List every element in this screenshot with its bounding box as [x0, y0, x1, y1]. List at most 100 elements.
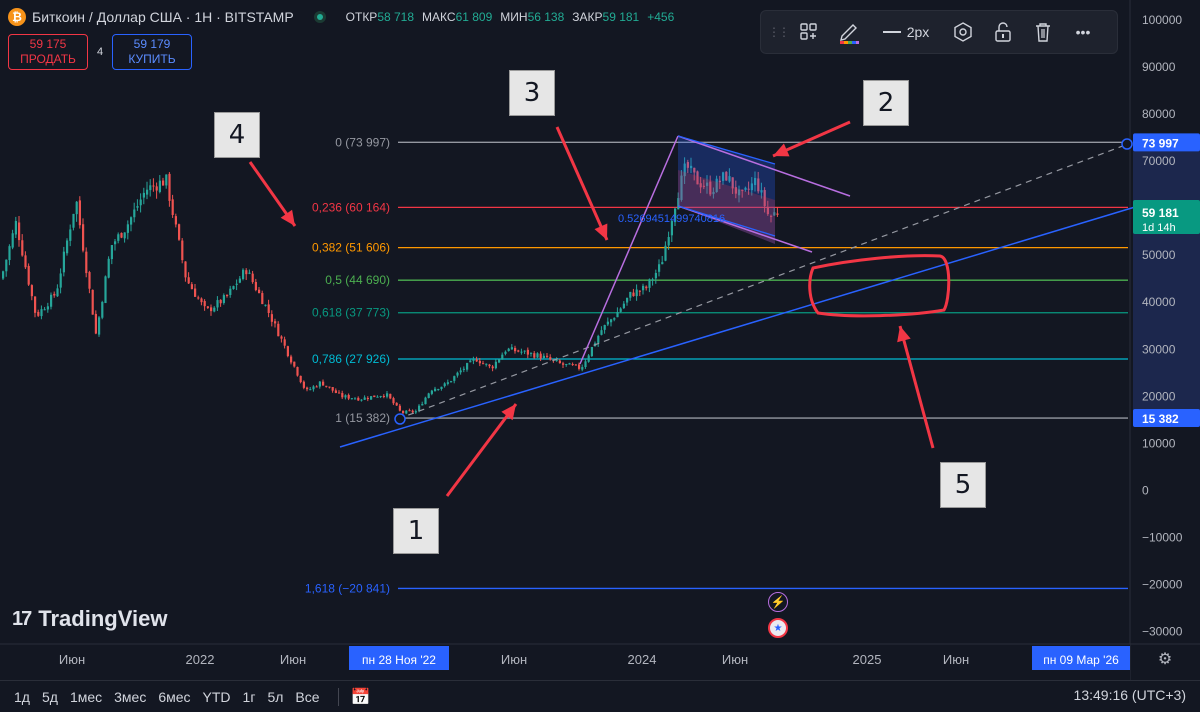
range-1y[interactable]: 1г	[242, 688, 256, 705]
candle-body	[760, 190, 763, 193]
candle-body	[37, 311, 40, 316]
price-tick-label: 70000	[1142, 154, 1176, 168]
candle-body	[619, 308, 622, 312]
sell-label: ПРОДАТЬ	[20, 52, 76, 66]
visibility-icon[interactable]	[945, 16, 981, 48]
candle-body	[21, 240, 24, 256]
line-width-sample	[882, 31, 901, 33]
candle-body	[136, 206, 139, 208]
candle-body	[328, 386, 331, 388]
price-marker-tag	[1133, 133, 1200, 152]
axis-settings-icon[interactable]: ⚙	[1157, 651, 1173, 668]
candle-body	[226, 294, 229, 296]
event-us-flag-icon[interactable]: ★	[768, 618, 788, 638]
more-icon[interactable]: •••	[1075, 24, 1091, 40]
candle-body	[456, 372, 459, 376]
callout-1: 1	[393, 508, 439, 554]
candle-body	[123, 232, 126, 239]
goto-date-icon[interactable]: 📅	[350, 688, 371, 706]
pencil-color-icon[interactable]	[831, 16, 867, 48]
candle-body	[130, 217, 133, 225]
candle-body	[712, 191, 715, 195]
candle-body	[402, 410, 405, 413]
flag-lower-line	[677, 205, 813, 253]
candle-body	[443, 383, 446, 387]
flag-pole-line	[579, 135, 679, 365]
range-1m[interactable]: 1мес	[69, 688, 103, 705]
clock-timezone[interactable]: 13:49:16 (UTC+3)	[1073, 687, 1186, 703]
toolbar-drag-handle[interactable]: ⋮⋮	[768, 25, 790, 39]
buy-button[interactable]: 59 179 КУПИТЬ	[112, 34, 192, 70]
candle-body	[251, 273, 254, 283]
event-flash-icon[interactable]: ⚡	[768, 592, 788, 612]
candle-body	[424, 397, 427, 405]
candle-body	[725, 171, 728, 181]
candle-body	[731, 177, 734, 189]
range-5y[interactable]: 5л	[267, 688, 284, 705]
candle-body	[235, 283, 238, 285]
candle-body	[718, 180, 721, 183]
candle-body	[734, 187, 737, 194]
candle-body	[152, 185, 155, 187]
candle-body	[488, 364, 491, 367]
candle-body	[549, 357, 552, 360]
current-price-tag	[1133, 200, 1200, 235]
fib-trend-dashed-line	[397, 143, 1129, 420]
candle-body	[126, 224, 129, 233]
candle-body	[210, 307, 213, 312]
candle-body	[306, 387, 309, 390]
lock-icon[interactable]	[985, 16, 1021, 48]
candle-body	[770, 215, 773, 217]
candle-body	[360, 399, 363, 401]
candle-body	[312, 386, 315, 390]
candle-body	[654, 272, 657, 279]
candle-body	[264, 304, 267, 306]
time-tick-label: Июн	[59, 652, 85, 667]
candle-body	[82, 224, 85, 251]
fib-level-label: 1,618 (−20 841)	[305, 581, 390, 595]
candle-body	[600, 330, 603, 335]
candle-body	[133, 209, 136, 218]
line-width-selector[interactable]: 2px	[871, 16, 941, 48]
range-3m[interactable]: 3мес	[114, 688, 147, 705]
time-axis-bg[interactable]	[0, 644, 1130, 680]
range-ytd[interactable]: YTD	[202, 688, 231, 705]
candle-body	[277, 323, 280, 337]
candle-body	[168, 173, 171, 201]
candle-body	[626, 297, 629, 303]
candle-body	[450, 381, 453, 383]
add-templates-icon[interactable]	[791, 16, 827, 48]
candle-body	[453, 376, 456, 381]
candle-body	[674, 208, 677, 223]
candle-body	[642, 285, 645, 291]
candle-body	[98, 317, 101, 335]
tradingview-logo[interactable]: 17 TradingView	[12, 606, 167, 632]
candle-body	[446, 382, 449, 384]
candle-body	[88, 272, 91, 289]
candle-body	[722, 172, 725, 181]
candle-body	[475, 359, 478, 362]
trash-icon[interactable]	[1025, 16, 1061, 48]
line-width-label: 2px	[906, 24, 930, 40]
flag-bottom-blue-line	[677, 205, 776, 237]
candle-body	[434, 388, 437, 392]
market-status-icon[interactable]	[313, 11, 326, 23]
range-all[interactable]: Все	[295, 688, 320, 705]
candle-body	[568, 363, 571, 365]
candle-body	[194, 288, 197, 297]
candle-body	[318, 381, 321, 387]
candle-body	[350, 398, 353, 400]
candle-body	[107, 258, 110, 278]
range-6m[interactable]: 6мес	[158, 688, 191, 705]
sell-button[interactable]: 59 175 ПРОДАТЬ	[8, 34, 88, 70]
range-5d[interactable]: 5д	[41, 688, 58, 705]
fib-level-label: 0,786 (27 926)	[312, 352, 390, 366]
tradingview-mark-icon: 17	[12, 607, 32, 630]
candle-body	[293, 361, 296, 367]
candle-body	[392, 398, 395, 404]
annotation-arrow-head	[501, 404, 516, 421]
symbol-title[interactable]: Биткоин / Доллар США · 1Н · BITSTAMP	[32, 9, 294, 25]
range-1d[interactable]: 1д	[14, 688, 30, 705]
candle-body	[72, 213, 75, 228]
